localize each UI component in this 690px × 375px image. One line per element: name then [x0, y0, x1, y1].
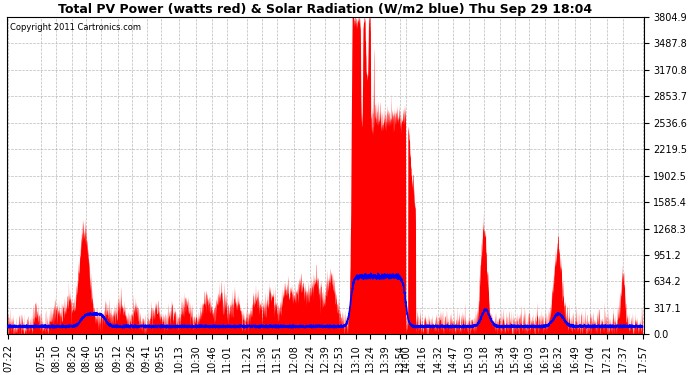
Title: Total PV Power (watts red) & Solar Radiation (W/m2 blue) Thu Sep 29 18:04: Total PV Power (watts red) & Solar Radia… — [58, 3, 592, 16]
Text: Copyright 2011 Cartronics.com: Copyright 2011 Cartronics.com — [10, 23, 141, 32]
